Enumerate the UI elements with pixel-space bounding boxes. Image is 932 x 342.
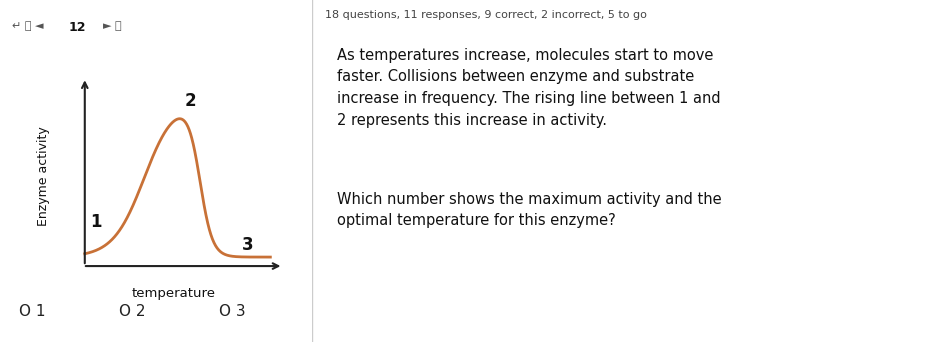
Text: 2: 2 <box>185 92 197 110</box>
Text: ► ⏭: ► ⏭ <box>103 21 122 30</box>
Text: O 3: O 3 <box>218 304 245 319</box>
Text: ↵ ⏮ ◄: ↵ ⏮ ◄ <box>12 21 44 30</box>
Text: Which number shows the maximum activity and the
optimal temperature for this enz: Which number shows the maximum activity … <box>337 192 721 228</box>
Text: 3: 3 <box>242 236 254 254</box>
Text: As temperatures increase, molecules start to move
faster. Collisions between enz: As temperatures increase, molecules star… <box>337 48 720 128</box>
Text: Enzyme activity: Enzyme activity <box>37 126 50 226</box>
Text: 12: 12 <box>69 21 86 34</box>
Text: O 1: O 1 <box>19 304 46 319</box>
Text: 1: 1 <box>90 213 102 231</box>
Text: temperature: temperature <box>131 287 216 300</box>
Text: 18 questions, 11 responses, 9 correct, 2 incorrect, 5 to go: 18 questions, 11 responses, 9 correct, 2… <box>324 10 647 20</box>
Text: O 2: O 2 <box>118 304 145 319</box>
